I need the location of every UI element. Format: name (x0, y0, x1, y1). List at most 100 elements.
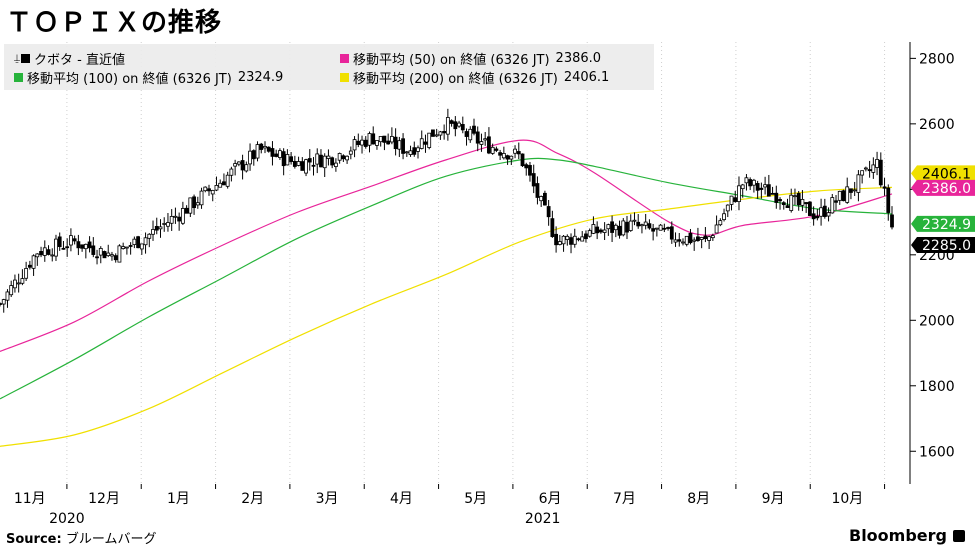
candle-body (54, 238, 58, 257)
source-note: Source: ブルームバーグ (6, 528, 156, 547)
value-tag-label: 2324.9 (922, 217, 971, 233)
candle-body (550, 218, 555, 237)
candle-body (375, 140, 379, 146)
candle-body (457, 122, 461, 127)
candle-body (867, 169, 872, 172)
candle-body (139, 243, 144, 250)
candle-body (169, 216, 174, 224)
legend-label-ma200: 移動平均 (200) on 終値 (6326 JT) (353, 72, 558, 87)
candle-body (106, 252, 111, 257)
candle-body (46, 249, 51, 255)
grid-lines (66, 42, 886, 484)
candle-body (520, 153, 525, 167)
candle-body (266, 146, 271, 152)
candle-body (57, 236, 62, 247)
candle-body (688, 232, 693, 244)
candle-body (177, 216, 182, 222)
ma-line-1 (0, 139, 893, 352)
candle-body (606, 224, 611, 230)
candle-body (815, 215, 820, 219)
candle-body (136, 236, 140, 249)
candle-body (255, 144, 260, 159)
candle-body (378, 136, 383, 143)
candle-body (819, 207, 823, 217)
candle-body (878, 159, 883, 186)
candle-body (528, 165, 532, 176)
candle-body (274, 153, 279, 157)
candle-body (315, 153, 320, 165)
bloomberg-terminal-icon (952, 529, 965, 542)
candle-body (233, 163, 238, 167)
candle-body (766, 184, 771, 197)
candle-body (147, 233, 152, 239)
candle-body (102, 251, 107, 259)
x-tick-label: 11月 (14, 491, 46, 507)
candle-body (9, 285, 14, 296)
value-tag-label: 2285.0 (922, 238, 971, 254)
candle-body (393, 136, 398, 150)
candle-body (453, 121, 458, 130)
candle-body (576, 238, 581, 241)
candle-body (330, 157, 335, 166)
y-tick-label: 1800 (919, 379, 955, 395)
candle-body (781, 202, 786, 206)
candle-body (658, 224, 663, 231)
candle-body (61, 247, 66, 250)
candle-body (684, 235, 689, 245)
candle-body (669, 226, 674, 240)
x-tick-label: 12月 (88, 491, 120, 507)
candle-body (427, 132, 432, 148)
legend-swatch-ma100 (14, 73, 23, 82)
candle-body (83, 243, 88, 250)
candle-body (654, 227, 659, 230)
candle-body (598, 229, 603, 233)
candle-body (240, 160, 245, 171)
y-tick-label: 2000 (919, 313, 955, 329)
candle-body (412, 147, 417, 155)
candle-body (755, 183, 760, 191)
x-tick-label: 1月 (167, 491, 190, 507)
legend-label-ma50: 移動平均 (50) on 終値 (6326 JT) (353, 53, 550, 68)
candle-body (188, 197, 193, 214)
candle-body (113, 255, 118, 261)
candle-body (554, 233, 559, 246)
x-tick-label: 3月 (316, 491, 339, 507)
candle-body (311, 164, 316, 167)
candle-body (158, 226, 163, 230)
candle-body (696, 236, 700, 242)
candle-body (617, 225, 622, 236)
candle-body (210, 190, 215, 195)
candle-body (27, 264, 32, 268)
candle-body (591, 224, 596, 234)
legend-swatch-ma200 (340, 73, 349, 82)
candle-body (513, 148, 517, 154)
candle-body (389, 136, 394, 143)
candle-body (733, 197, 738, 202)
candle-body (154, 225, 159, 231)
legend-value-ma50: 2386.0 (555, 51, 602, 66)
ma-line-2 (0, 157, 893, 400)
bloomberg-logo: Bloomberg (849, 526, 965, 545)
candle-body (180, 208, 185, 224)
candle-body (565, 235, 570, 240)
x-axis-ticks: 11月 12月 1月 2月 3月 4月 5月 6月 7月 8月 9月 10月 2020 2021 (14, 484, 886, 527)
candle-body (281, 151, 286, 167)
candle-body (856, 174, 861, 193)
candle-body (16, 282, 21, 285)
candle-body (371, 133, 376, 145)
candle-body (39, 251, 43, 256)
candle-body (785, 205, 790, 208)
legend-label-ma100: 移動平均 (100) on 終値 (6326 JT) (27, 72, 232, 87)
legend-value-ma100: 2324.9 (237, 70, 284, 85)
candle-body (490, 146, 495, 154)
candle-body (449, 120, 454, 124)
candle-body (543, 192, 547, 206)
candle-body (602, 229, 607, 233)
candle-body (292, 161, 297, 167)
legend-item-ma200: 移動平均 (200) on 終値 (6326 JT) 2406.1 (340, 68, 609, 87)
candle-body (561, 235, 566, 245)
legend: ⍊ クボタ - 直近値 移動平均 (50) on 終値 (6326 JT) 23… (4, 44, 654, 90)
candle-body (195, 202, 200, 206)
year-label: 2020 (49, 511, 85, 527)
